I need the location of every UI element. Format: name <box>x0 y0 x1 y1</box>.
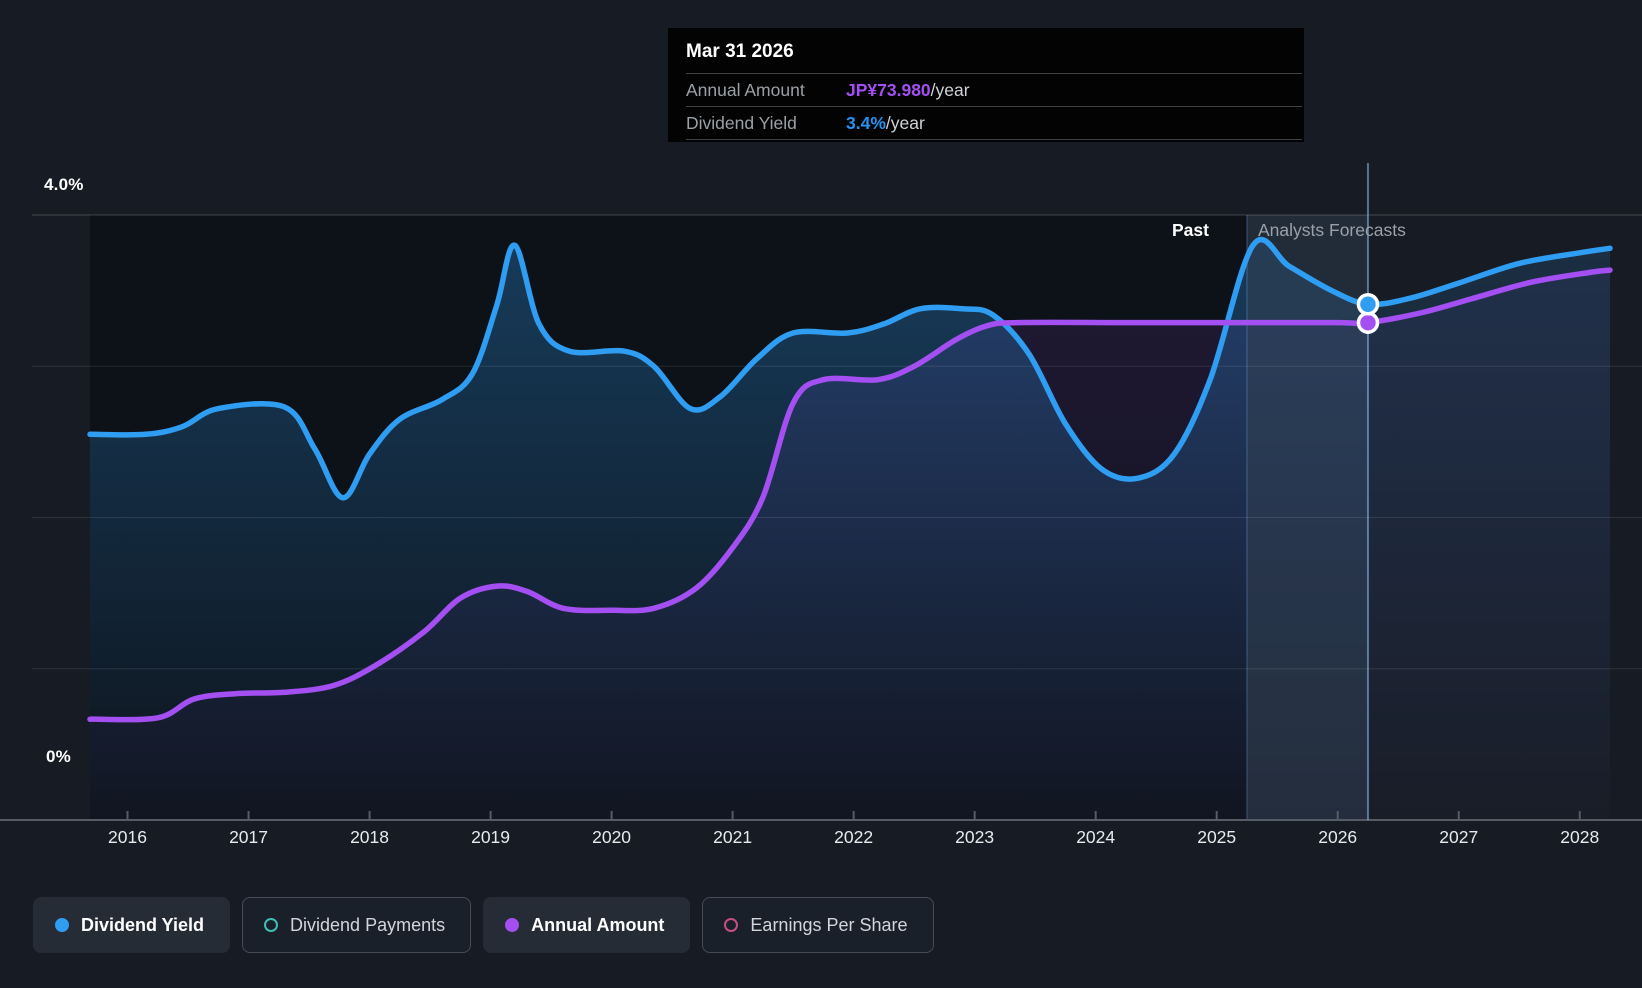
x-axis-label-2023: 2023 <box>955 827 995 847</box>
x-axis-label-2019: 2019 <box>471 827 511 847</box>
x-axis-label-2018: 2018 <box>350 827 390 847</box>
tooltip-divider <box>686 73 1302 74</box>
tooltip-divider <box>686 139 1302 140</box>
legend-label: Dividend Payments <box>290 914 446 935</box>
x-axis-label-2026: 2026 <box>1318 827 1358 847</box>
x-axis-label-2016: 2016 <box>108 827 147 847</box>
dividend-yield-dot-icon <box>55 918 69 932</box>
x-axis-label-2024: 2024 <box>1076 827 1116 847</box>
x-axis-label-2021: 2021 <box>713 827 753 847</box>
past-label: Past <box>1172 220 1209 240</box>
dividend-yield-value: 3.4% <box>846 112 886 133</box>
x-axis-label-2017: 2017 <box>229 827 268 847</box>
forecast-region <box>1246 215 1610 820</box>
legend-chip-dividend-payments[interactable]: Dividend Payments <box>242 897 472 953</box>
hover-band <box>1246 215 1368 820</box>
x-axis-label-2025: 2025 <box>1197 827 1237 847</box>
annual-amount-dot-icon <box>505 918 520 932</box>
y-axis-label-top: 4.0% <box>44 175 84 194</box>
legend-label: Annual Amount <box>531 914 665 935</box>
tooltip-row-dividend-yield: Dividend Yield 3.4%/year <box>686 112 925 133</box>
x-axis-label-2027: 2027 <box>1439 827 1479 847</box>
legend-chip-earnings-per-share[interactable]: Earnings Per Share <box>702 897 934 953</box>
tooltip-row-annual-amount: Annual Amount JP¥73.980/year <box>686 79 970 100</box>
y-axis-label-bottom: 0% <box>46 747 71 766</box>
legend-chip-annual-amount[interactable]: Annual Amount <box>483 897 691 953</box>
earnings-per-share-ring-icon <box>724 918 739 932</box>
legend-label: Earnings Per Share <box>750 914 908 935</box>
dividend-yield-line <box>87 236 1613 501</box>
dividend-yield-area <box>90 239 1610 820</box>
legend-label: Dividend Yield <box>81 914 205 935</box>
annual-amount-line <box>87 267 1613 723</box>
x-axis-label-2022: 2022 <box>834 827 874 847</box>
x-axis-label-2020: 2020 <box>592 827 632 847</box>
dividend-payments-ring-icon <box>264 918 279 932</box>
annual-amount-marker <box>1356 311 1380 334</box>
chart-tooltip: Mar 31 2026 Annual Amount JP¥73.980/year… <box>668 28 1304 142</box>
tooltip-date: Mar 31 2026 <box>686 41 794 62</box>
annual-amount-value: JP¥73.980 <box>846 79 931 100</box>
dividend-yield-marker <box>1356 292 1380 316</box>
tooltip-divider <box>686 106 1302 107</box>
analysts-forecasts-label: Analysts Forecasts <box>1258 220 1406 240</box>
x-axis-label-2028: 2028 <box>1560 827 1600 847</box>
legend: Dividend Yield Dividend Payments Annual … <box>33 897 934 953</box>
legend-chip-dividend-yield[interactable]: Dividend Yield <box>33 897 231 953</box>
